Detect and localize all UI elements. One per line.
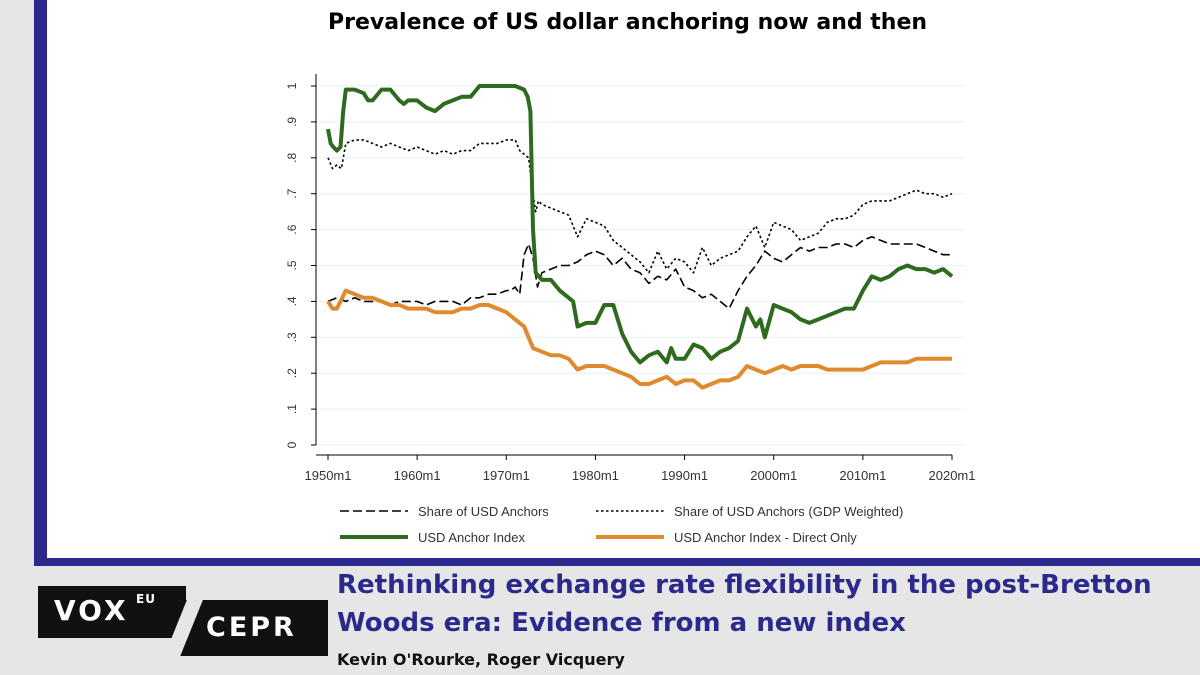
y-tick-label: .8 <box>285 152 299 162</box>
x-tick-label: 1990m1 <box>661 468 708 483</box>
chart-title: Prevalence of US dollar anchoring now an… <box>327 10 928 35</box>
y-tick-label: .7 <box>285 188 299 198</box>
voxeu-logo[interactable]: VOX EU <box>38 586 186 638</box>
chart-panel <box>47 0 1200 558</box>
y-tick-label: .9 <box>285 117 299 127</box>
article-authors: Kevin O'Rourke, Roger Vicquery <box>337 650 625 669</box>
x-tick-label: 1950m1 <box>305 468 352 483</box>
cepr-logo-text: CEPR <box>206 612 297 643</box>
y-tick-label: .3 <box>285 332 299 342</box>
legend-label-4: USD Anchor Index - Direct Only <box>674 530 857 545</box>
series-line-3 <box>326 84 954 365</box>
series-line-1 <box>327 236 952 310</box>
legend-label-1: Share of USD Anchors <box>418 504 549 519</box>
y-tick-label: .1 <box>285 404 299 414</box>
x-tick-label: 2000m1 <box>750 468 797 483</box>
legend-label-3: USD Anchor Index <box>418 530 525 545</box>
y-ticks: 0 .1 .2 .3 .4 .5 .6 .7 .8 .9 1 <box>285 82 316 448</box>
article-title[interactable]: Rethinking exchange rate flexibility in … <box>337 570 1152 638</box>
x-tick-label: 1960m1 <box>394 468 441 483</box>
y-tick-label: 0 <box>285 441 299 448</box>
eu-logo-text: EU <box>136 592 156 606</box>
legend: Share of USD Anchors Share of USD Anchors… <box>340 504 903 545</box>
series-lines <box>326 84 954 390</box>
x-tick-label: 1980m1 <box>572 468 619 483</box>
vox-logo-text: VOX <box>54 594 129 627</box>
x-tick-label: 2020m1 <box>929 468 976 483</box>
y-tick-label: 1 <box>285 82 299 89</box>
x-ticks: 1950m1 1960m1 1970m1 1980m1 1990m1 2000m1 2010… <box>305 455 976 483</box>
legend-label-2: Share of USD Anchors (GDP Weighted) <box>674 504 903 519</box>
chart-plot: 0.1.2.3.4.5.6.7.8.91 1950m1 1960m1 1970m1 1… <box>285 74 976 545</box>
y-tick-label: .4 <box>285 296 299 306</box>
x-tick-label: 1970m1 <box>483 468 530 483</box>
y-tick-label: .5 <box>285 260 299 270</box>
x-tick-label: 2010m1 <box>839 468 886 483</box>
grid-lines <box>316 85 965 446</box>
series-line-2 <box>327 139 953 274</box>
y-tick-label: .2 <box>285 368 299 378</box>
series-line-4 <box>326 288 952 390</box>
y-tick-label: .6 <box>285 224 299 234</box>
cepr-logo[interactable]: CEPR <box>178 600 328 656</box>
